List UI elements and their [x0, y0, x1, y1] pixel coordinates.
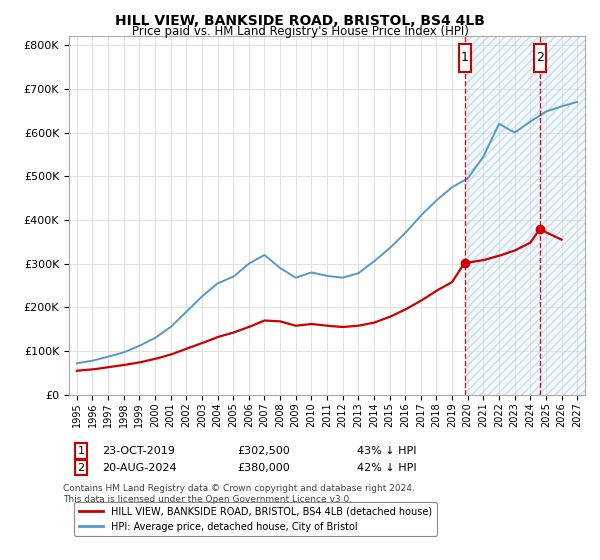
Text: HILL VIEW, BANKSIDE ROAD, BRISTOL, BS4 4LB: HILL VIEW, BANKSIDE ROAD, BRISTOL, BS4 4…: [115, 14, 485, 28]
Text: 43% ↓ HPI: 43% ↓ HPI: [357, 446, 416, 456]
Text: 2: 2: [536, 52, 544, 64]
Text: 20-AUG-2024: 20-AUG-2024: [102, 463, 176, 473]
Text: £380,000: £380,000: [237, 463, 290, 473]
Text: Price paid vs. HM Land Registry's House Price Index (HPI): Price paid vs. HM Land Registry's House …: [131, 25, 469, 38]
Text: 23-OCT-2019: 23-OCT-2019: [102, 446, 175, 456]
Text: 1: 1: [77, 446, 85, 456]
Bar: [465, 36, 585, 395]
FancyBboxPatch shape: [459, 44, 470, 72]
Text: £302,500: £302,500: [237, 446, 290, 456]
FancyBboxPatch shape: [534, 44, 546, 72]
Text: 1: 1: [461, 52, 469, 64]
Legend: HILL VIEW, BANKSIDE ROAD, BRISTOL, BS4 4LB (detached house), HPI: Average price,: HILL VIEW, BANKSIDE ROAD, BRISTOL, BS4 4…: [74, 502, 437, 536]
Text: 2: 2: [77, 463, 85, 473]
Bar: [465, 36, 585, 395]
Text: 42% ↓ HPI: 42% ↓ HPI: [357, 463, 416, 473]
Text: Contains HM Land Registry data © Crown copyright and database right 2024.
This d: Contains HM Land Registry data © Crown c…: [63, 484, 415, 504]
